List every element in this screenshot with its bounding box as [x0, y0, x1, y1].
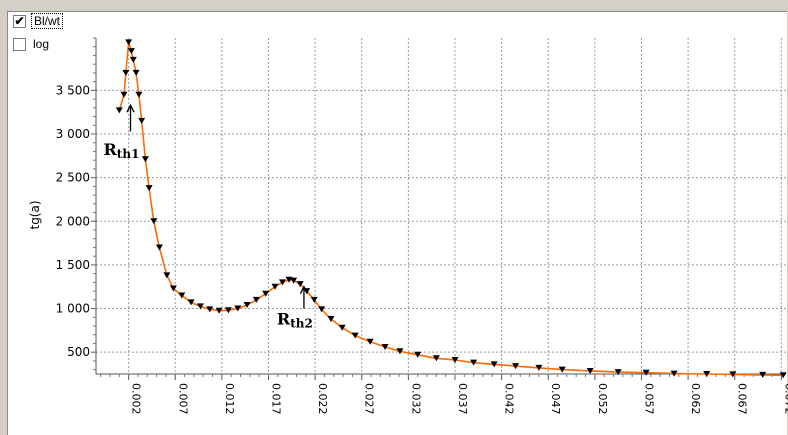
y-tick-label: 1 500: [56, 258, 90, 272]
x-ticks: 0.002 0.007 0.012 0.017 0.022 0.027 0.032 0.037…: [100, 374, 788, 415]
log-checkbox-box[interactable]: [13, 37, 26, 51]
data-point: [271, 283, 279, 290]
annotation-subscript: th2: [290, 316, 313, 330]
log-checkbox[interactable]: log: [13, 37, 51, 51]
annotation-label: Rth2: [277, 309, 313, 330]
data-point: [296, 281, 304, 288]
data-point: [729, 371, 737, 378]
y-tick-label: 2 500: [56, 171, 90, 185]
data-point: [614, 369, 622, 376]
data-point: [169, 285, 177, 292]
data-point: [310, 296, 318, 303]
x-tick-label: 0.022: [316, 383, 329, 415]
y-axis-title: tg(a): [28, 200, 42, 229]
data-point: [470, 359, 478, 366]
data-point: [178, 292, 186, 299]
data-point: [138, 117, 146, 124]
data-point: [779, 372, 787, 379]
y-tick-label: 3 000: [56, 127, 90, 141]
data-point: [196, 303, 204, 310]
x-tick-label: 0.067: [736, 383, 749, 415]
data-point: [290, 277, 298, 284]
x-tick-label: 0.047: [549, 383, 562, 415]
data-point: [187, 299, 195, 306]
data-point: [132, 69, 140, 76]
data-point: [141, 156, 149, 163]
y-ticks: 500 1 000 1 500 2 000 2 500 3 000 3 500: [56, 37, 96, 371]
x-tick-label: 0.017: [270, 383, 283, 415]
x-tick-label: 0.062: [689, 383, 702, 415]
x-tick-label: 0.057: [642, 383, 655, 415]
data-point: [129, 56, 137, 63]
blwt-checkbox-box[interactable]: ✔: [13, 14, 26, 28]
data-point: [351, 332, 359, 339]
data-point: [451, 357, 459, 364]
data-point: [318, 306, 326, 313]
data-point: [125, 39, 133, 46]
x-tick-label: 0.037: [456, 383, 469, 415]
data-point: [366, 338, 374, 345]
data-point: [414, 351, 422, 358]
data-point: [338, 324, 346, 331]
y-tick-label: 2 000: [56, 214, 90, 228]
data-point: [642, 369, 650, 376]
data-point: [512, 363, 520, 370]
annotations: Rth1 Rth2: [104, 103, 313, 330]
y-tick-label: 1 000: [56, 302, 90, 316]
data-point: [490, 361, 498, 368]
x-tick-label: 0.027: [363, 383, 376, 415]
data-point: [215, 307, 223, 314]
x-tick-label: 0.002: [130, 383, 143, 415]
log-checkbox-label: log: [33, 37, 50, 51]
data-point: [127, 48, 135, 55]
data-point: [252, 296, 260, 303]
series: [115, 39, 787, 379]
data-point: [135, 91, 143, 98]
x-tick-label: 0.052: [596, 383, 609, 415]
data-point: [381, 343, 389, 350]
data-point: [558, 366, 566, 373]
data-point: [155, 244, 163, 251]
annotation-arrowhead: [126, 103, 135, 113]
data-point: [163, 272, 171, 279]
data-point: [243, 302, 251, 309]
data-point: [206, 306, 214, 313]
data-point: [703, 371, 711, 377]
data-point: [327, 316, 335, 323]
series-line: [118, 42, 784, 377]
axes: [95, 38, 786, 375]
annotation-subscript: th1: [117, 147, 140, 161]
data-point: [535, 364, 543, 371]
x-tick-label: 0.032: [409, 383, 422, 415]
data-point: [432, 355, 440, 362]
x-tick-label: 0.012: [223, 383, 236, 415]
data-point: [262, 290, 270, 297]
x-tick-label: 0.042: [503, 383, 516, 415]
data-point: [224, 307, 232, 314]
grid: [96, 38, 786, 374]
blwt-checkbox-label: Bl/wt: [31, 13, 64, 29]
data-point: [234, 305, 242, 312]
x-tick-label: 0.007: [176, 383, 189, 415]
blwt-checkbox[interactable]: ✔ Bl/wt: [13, 13, 64, 29]
data-point: [122, 69, 130, 76]
data-point: [120, 91, 128, 98]
data-point: [670, 370, 678, 377]
data-point: [759, 371, 767, 378]
data-point: [396, 348, 404, 355]
data-point: [115, 107, 123, 114]
annotation-arrowhead: [299, 285, 309, 295]
annotation-label: Rth1: [104, 140, 140, 161]
y-tick-label: 500: [67, 345, 90, 359]
data-point: [145, 185, 153, 192]
x-tick-label: 0.072: [782, 383, 788, 415]
data-point: [278, 279, 286, 286]
data-point: [150, 218, 158, 225]
y-tick-label: 3 500: [56, 83, 90, 97]
data-point: [586, 367, 594, 374]
